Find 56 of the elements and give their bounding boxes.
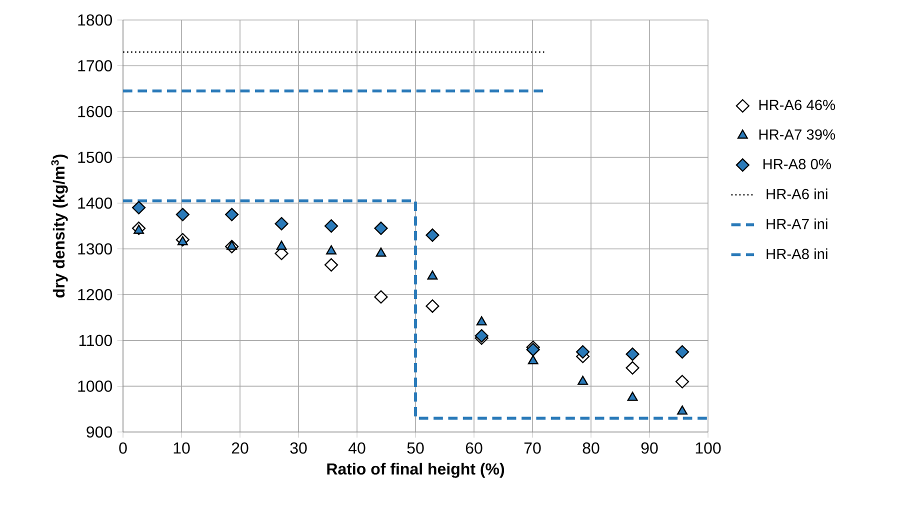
point xyxy=(528,355,538,364)
point xyxy=(626,361,640,375)
point xyxy=(476,316,487,326)
point xyxy=(677,405,688,415)
legend-label: HR-A8 ini xyxy=(766,248,828,260)
point xyxy=(324,219,338,233)
legend-label: HR-A8 0% xyxy=(763,158,831,170)
y-tick-label: 1800 xyxy=(78,14,112,26)
point xyxy=(134,224,144,234)
legend-label: HR-A6 46% xyxy=(759,100,836,110)
x-axis-title: Ratio of final height (%) xyxy=(327,462,504,478)
point xyxy=(627,392,638,401)
x-tick-label: 10 xyxy=(174,442,190,454)
y-tick-label: 1500 xyxy=(78,152,112,163)
point xyxy=(426,228,440,242)
point xyxy=(274,216,288,230)
point xyxy=(578,376,588,385)
point xyxy=(675,345,690,359)
x-tick-label: 80 xyxy=(582,442,600,454)
y-tick-label: 1300 xyxy=(78,243,112,255)
point xyxy=(226,240,238,250)
y-tick-label: 1400 xyxy=(78,197,112,209)
point xyxy=(675,374,690,388)
y-tick-label: 1600 xyxy=(78,106,112,118)
point xyxy=(427,270,438,280)
point xyxy=(626,347,640,361)
point xyxy=(374,290,388,304)
legend-label: HR-A7 ini xyxy=(766,218,828,230)
x-tick-label: 100 xyxy=(696,442,721,454)
x-tick-label: 60 xyxy=(466,442,482,454)
x-tick-label: 40 xyxy=(348,442,366,454)
legend-label: HR-A6 ini xyxy=(766,188,828,200)
x-tick-label: 30 xyxy=(290,442,307,454)
point xyxy=(177,236,188,246)
y-tick-label: 1000 xyxy=(78,380,112,392)
x-tick-label: 20 xyxy=(232,442,248,454)
point xyxy=(374,222,388,236)
point xyxy=(576,345,590,359)
x-tick-label: 50 xyxy=(407,442,424,454)
x-tick-label: 70 xyxy=(524,442,541,454)
point xyxy=(426,299,440,313)
point xyxy=(376,248,386,257)
x-tick-label: 0 xyxy=(119,442,127,454)
y-tick-label: 1200 xyxy=(78,289,112,300)
point xyxy=(225,208,239,222)
y-axis-title: dry density (kg/m$^{3}$) xyxy=(51,154,68,298)
point xyxy=(132,200,146,214)
y-tick-label: 900 xyxy=(86,426,112,438)
legend-label: HR-A7 39% xyxy=(759,129,836,140)
y-tick-label: 1700 xyxy=(78,60,112,72)
point xyxy=(276,240,287,250)
point xyxy=(324,258,338,272)
point xyxy=(176,208,190,222)
y-tick-label: 1100 xyxy=(79,334,112,346)
x-tick-label: 90 xyxy=(641,442,658,454)
point xyxy=(326,245,336,254)
